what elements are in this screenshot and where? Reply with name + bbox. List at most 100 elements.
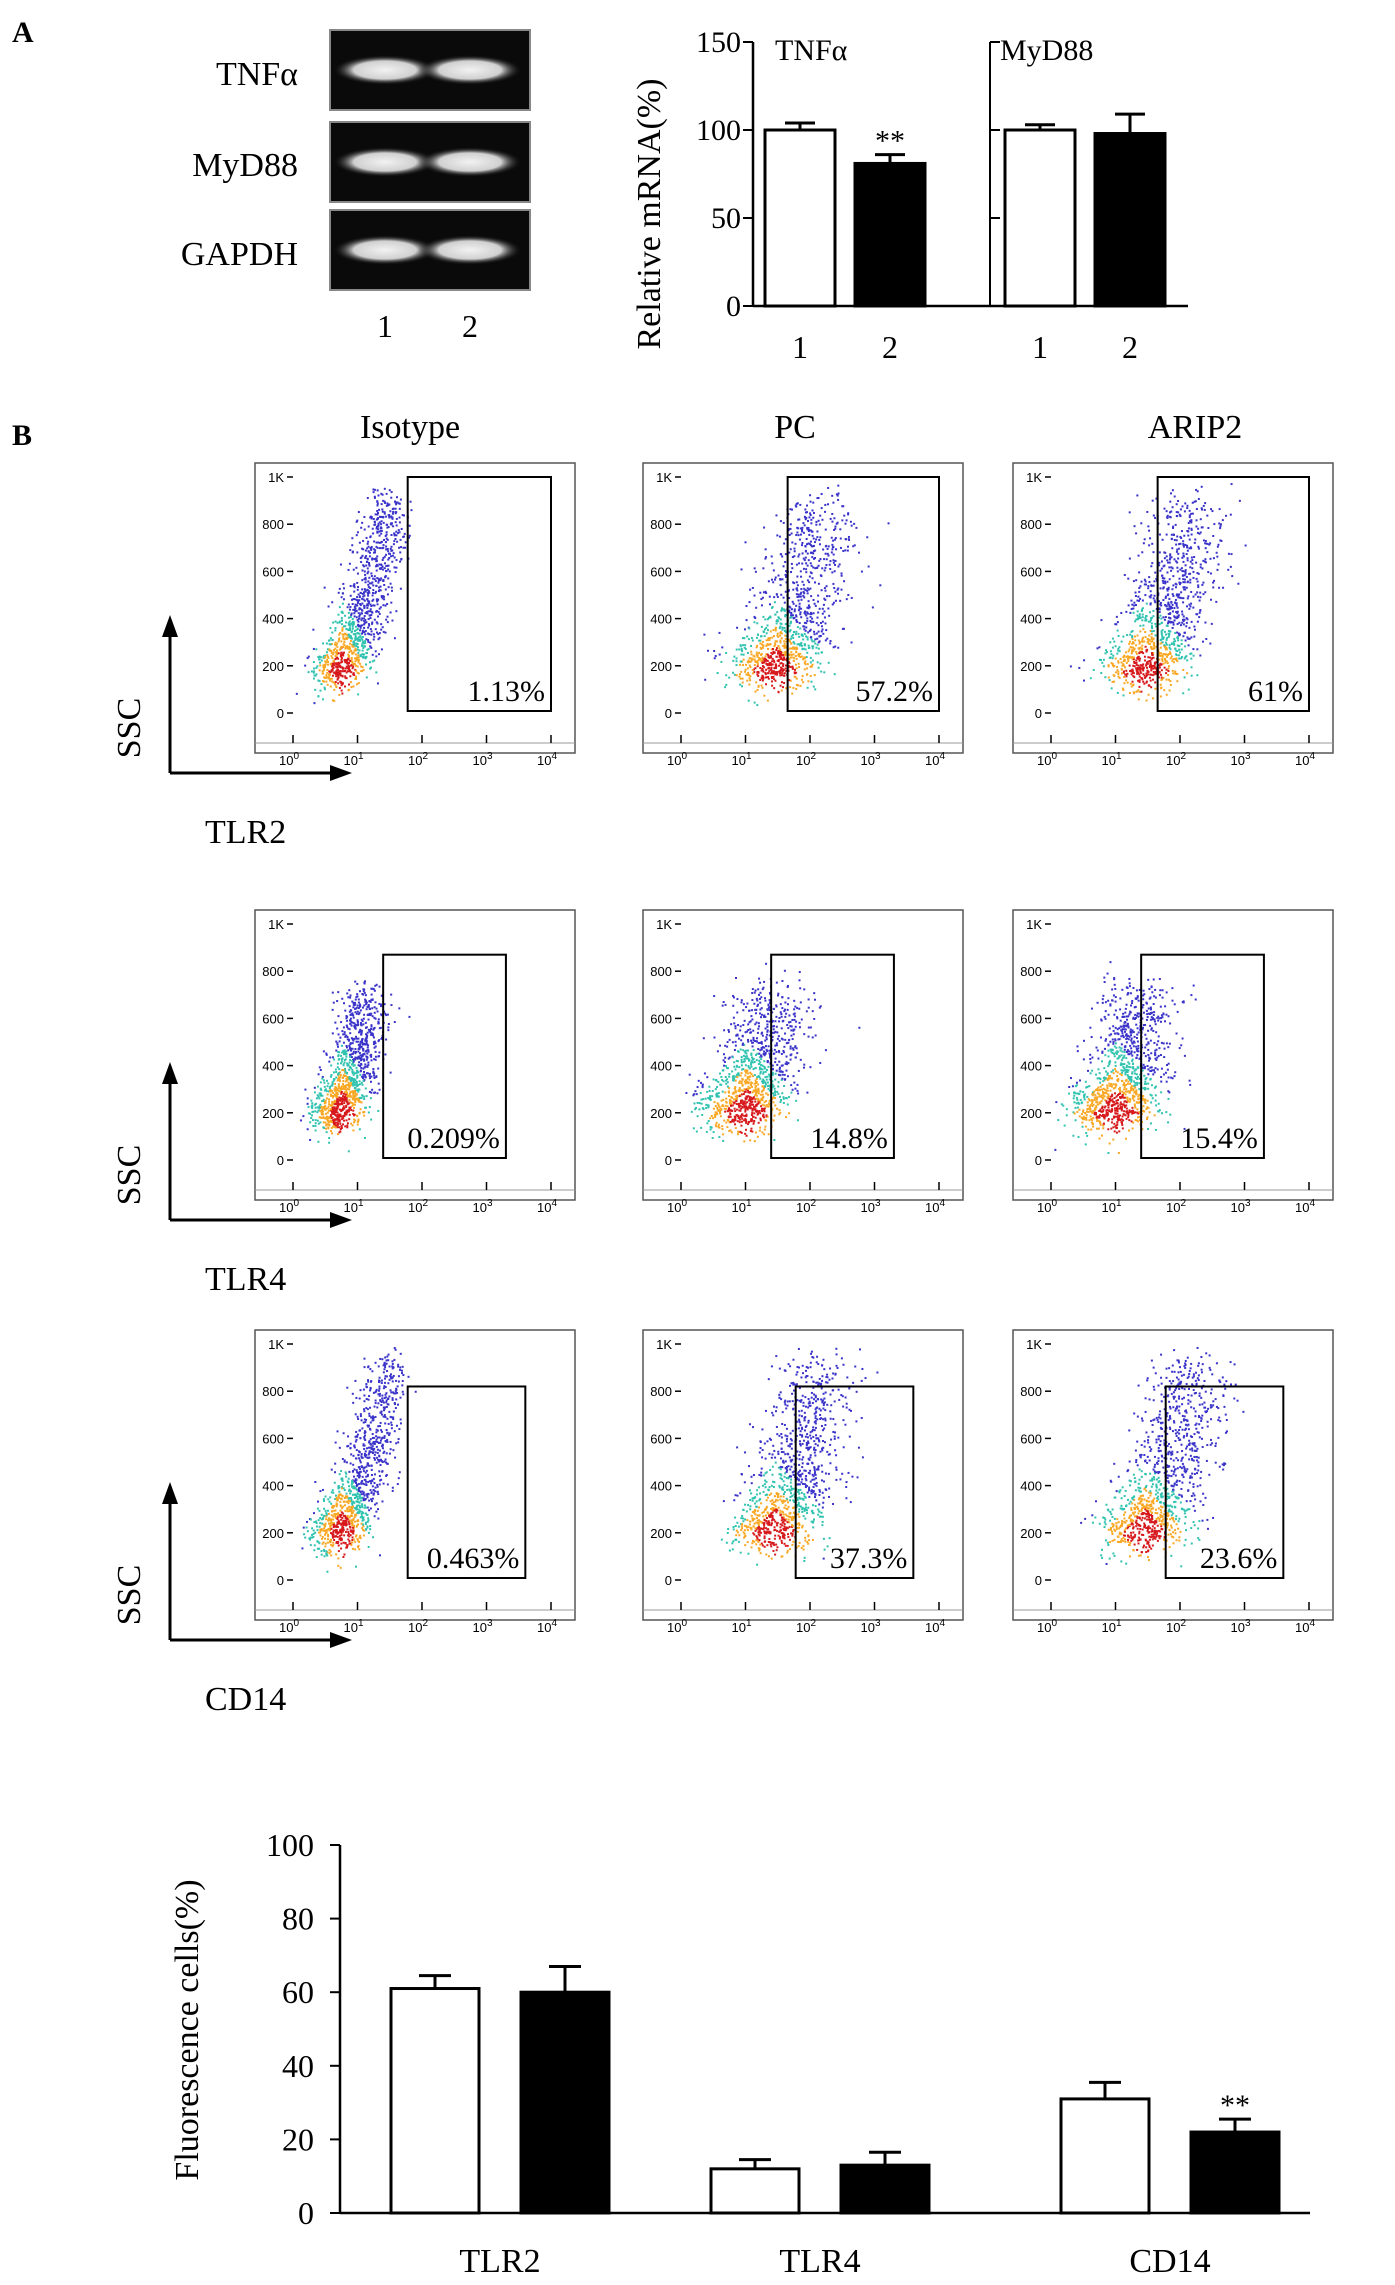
gate-percentage: 23.6%: [1200, 1542, 1278, 1575]
fluo-y-tick-label: 100: [266, 1827, 314, 1863]
plot-y-tick-label: 600: [1020, 1011, 1042, 1026]
fluo-x-tick-label-cd14: CD14: [1129, 2243, 1210, 2280]
plot-x-tick-label: 103: [472, 751, 492, 768]
plot-y-tick-label: 400: [650, 612, 672, 627]
plot-frame: [254, 462, 576, 754]
plot-y-tick-label: 200: [1020, 1526, 1042, 1541]
gate-percentage: 15.4%: [1180, 1122, 1258, 1155]
gel-row-label-gapdh: GAPDH: [181, 236, 298, 273]
plot-x-tick-label: 103: [860, 1198, 880, 1215]
plot-y-tick-label: 1K: [656, 917, 672, 932]
plot-y-tick-label: 1K: [268, 470, 284, 485]
fluo-y-tick-label: 80: [282, 1901, 314, 1937]
plot-y-tick-label: 800: [1020, 517, 1042, 532]
fluo-bar-cd14-arip2: [1189, 2130, 1281, 2215]
gate-box: [770, 953, 895, 1160]
gate-box: [786, 476, 940, 712]
gel-row-label-myd88: MyD88: [192, 147, 298, 184]
plot-frame: [1012, 462, 1334, 754]
plot-y-tick-label: 400: [262, 1479, 284, 1494]
mrna-x-tick-label: 1: [792, 329, 808, 365]
gate-percentage: 14.8%: [810, 1122, 888, 1155]
plot-frame: [642, 462, 964, 754]
plot-x-tick-label: 103: [472, 1618, 492, 1635]
plot-y-tick-label: 800: [650, 1384, 672, 1399]
flow-plot-tlr4-arip2: 1K 800 600 400 200 0 100 101 102 103 104 15.4%: [1012, 909, 1334, 1215]
mrna-y-tick-label: 150: [696, 26, 741, 59]
plot-x-tick-label: 104: [925, 1618, 945, 1635]
plot-x-tick-label: 104: [537, 751, 557, 768]
relative-mrna-y-label: Relative mRNA(%): [631, 79, 668, 350]
fluo-bar-tlr4-arip2: [839, 2163, 931, 2215]
plot-y-tick-label: 1K: [656, 1337, 672, 1352]
marker-label-tlr2: TLR2: [205, 814, 286, 851]
plot-x-tick-label: 102: [408, 1618, 428, 1635]
mrna-y-tick-label: 50: [711, 202, 741, 235]
plot-y-tick-label: 600: [650, 1431, 672, 1446]
plot-frame: [254, 1329, 576, 1621]
plot-x-tick-label: 102: [796, 1198, 816, 1215]
panel-b-label: B: [12, 419, 32, 452]
plot-x-tick-label: 100: [1037, 1618, 1057, 1635]
plot-y-tick-label: 600: [1020, 1431, 1042, 1446]
plot-y-tick-label: 200: [1020, 1106, 1042, 1121]
tnfa-chart-title: TNFα: [775, 34, 848, 67]
fluo-bar-cd14-pc: [1059, 2097, 1151, 2215]
plot-y-tick-label: 200: [262, 1106, 284, 1121]
plot-x-tick-label: 101: [731, 1198, 751, 1215]
plot-x-tick-label: 100: [667, 1618, 687, 1635]
myd88-chart-title: MyD88: [1000, 34, 1093, 67]
plot-x-tick-label: 102: [408, 1198, 428, 1215]
plot-x-tick-label: 100: [1037, 1198, 1057, 1215]
flow-plot-tlr4-pc: 1K 800 600 400 200 0 100 101 102 103 104 14.8%: [642, 909, 964, 1215]
axis-arrows-cd14: [162, 1482, 352, 1648]
fluo-bar-tlr4-pc: [709, 2167, 801, 2215]
fluo-significance: **: [1220, 2089, 1250, 2122]
plot-y-tick-label: 1K: [268, 1337, 284, 1352]
gel-band: [333, 55, 437, 85]
plot-y-tick-label: 0: [277, 706, 284, 721]
ssc-axis-label: SSC: [111, 1565, 148, 1626]
plot-x-tick-label: 104: [1295, 751, 1315, 768]
plot-x-tick-label: 103: [860, 1618, 880, 1635]
plot-x-tick-label: 104: [925, 1198, 945, 1215]
plot-x-tick-label: 100: [667, 1198, 687, 1215]
gel-band: [418, 147, 522, 177]
plot-y-tick-label: 0: [665, 1573, 672, 1588]
plot-y-tick-label: 800: [262, 517, 284, 532]
mrna-bar-MyD88-2: [1093, 132, 1167, 308]
density-cloud: [1054, 961, 1197, 1154]
plot-y-tick-label: 600: [262, 1431, 284, 1446]
density-cloud: [301, 1347, 417, 1573]
plot-x-tick-label: 103: [1230, 1618, 1250, 1635]
mrna-x-tick-label: 1: [1032, 329, 1048, 365]
gel-image: TNFα MyD88 GAPDH 1 2: [181, 29, 531, 344]
plot-x-tick-label: 104: [1295, 1198, 1315, 1215]
plot-y-tick-label: 0: [277, 1573, 284, 1588]
mrna-bar-TNFα-2: [853, 161, 927, 308]
ssc-axis-label: SSC: [111, 1145, 148, 1206]
plot-y-tick-label: 1K: [1026, 470, 1042, 485]
plot-y-tick-label: 1K: [656, 470, 672, 485]
column-title-isotype: Isotype: [360, 409, 460, 446]
density-cloud: [720, 1347, 879, 1566]
plot-y-tick-label: 800: [650, 517, 672, 532]
plot-x-tick-label: 101: [343, 1618, 363, 1635]
plot-x-tick-label: 103: [1230, 751, 1250, 768]
plot-x-tick-label: 100: [1037, 751, 1057, 768]
plot-frame: [1012, 909, 1334, 1201]
plot-x-tick-label: 104: [537, 1618, 557, 1635]
flow-plot-cd14-arip2: 1K 800 600 400 200 0 100 101 102 103 104 23.6%: [1012, 1329, 1334, 1635]
density-cloud: [1069, 483, 1247, 702]
plot-x-tick-label: 104: [1295, 1618, 1315, 1635]
relative-mrna-chart: Relative mRNA(%) 0 50 100 150 1 2 ** 1 2 TNFα My…: [631, 26, 1188, 365]
marker-label-tlr4: TLR4: [205, 1261, 286, 1298]
gate-box: [382, 953, 507, 1160]
fluo-y-tick-label: 20: [282, 2121, 314, 2157]
plot-x-tick-label: 101: [731, 751, 751, 768]
plot-x-tick-label: 101: [731, 1618, 751, 1635]
plot-y-tick-label: 800: [1020, 1384, 1042, 1399]
flow-plot-cd14-pc: 1K 800 600 400 200 0 100 101 102 103 104 37.3%: [642, 1329, 964, 1635]
gate-box: [1164, 1385, 1285, 1580]
